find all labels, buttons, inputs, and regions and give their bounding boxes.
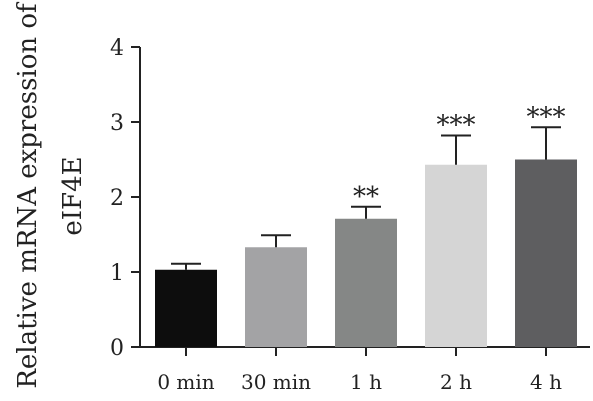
y-tick-label: 4 bbox=[110, 36, 124, 61]
x-ticks: 0 min 30 min 1 h 2 h 4 h bbox=[157, 347, 562, 394]
y-axis-label-line1: Relative mRNA expression of bbox=[13, 1, 43, 389]
y-tick-label: 1 bbox=[110, 261, 124, 286]
x-tick-label: 4 h bbox=[530, 370, 562, 394]
x-tick-label: 30 min bbox=[241, 370, 311, 394]
x-tick-label: 2 h bbox=[440, 370, 472, 394]
y-tick-label: 0 bbox=[110, 336, 124, 361]
y-tick-label: 2 bbox=[110, 186, 124, 211]
bar bbox=[245, 247, 307, 347]
significance-label: *** bbox=[527, 102, 566, 132]
error-bars bbox=[171, 126, 561, 270]
bar bbox=[515, 159, 577, 347]
y-axis-label-line2: eIF4E bbox=[58, 156, 88, 235]
x-tick-label: 0 min bbox=[157, 370, 214, 394]
bars bbox=[155, 159, 577, 347]
y-axis-label: Relative mRNA expression of eIF4E bbox=[13, 1, 88, 389]
y-tick-label: 3 bbox=[110, 111, 124, 136]
y-ticks: 0 1 2 3 4 bbox=[110, 36, 140, 361]
bar bbox=[425, 164, 487, 347]
significance-label: ** bbox=[353, 182, 379, 212]
significance-label: *** bbox=[437, 111, 476, 141]
x-tick-label: 1 h bbox=[350, 370, 382, 394]
bar bbox=[335, 218, 397, 347]
bar bbox=[155, 269, 217, 347]
significance-labels: ***** *** bbox=[353, 102, 566, 212]
